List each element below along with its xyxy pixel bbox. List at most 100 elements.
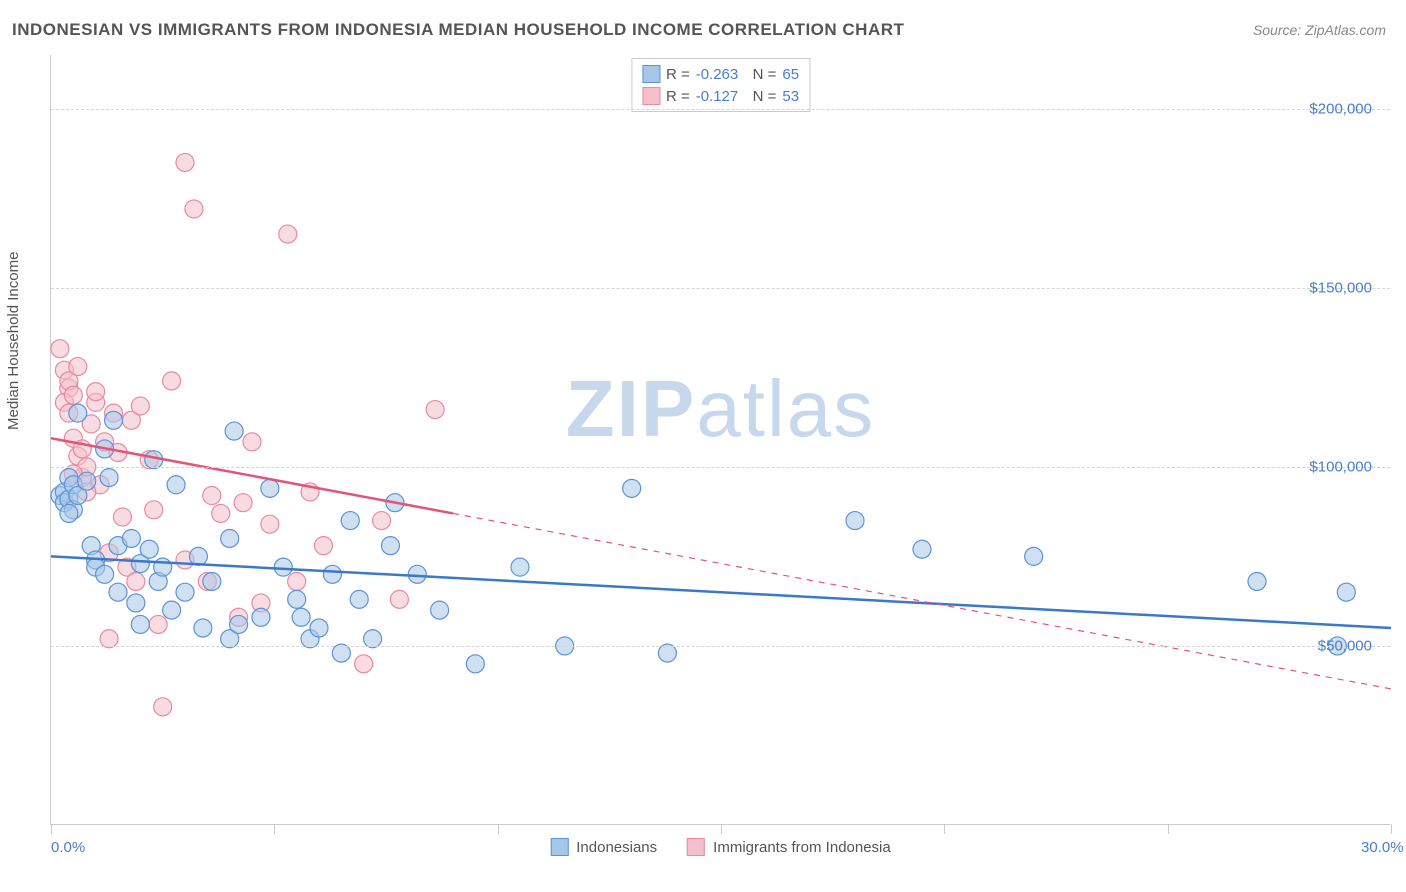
data-point [154, 698, 172, 716]
data-point [1337, 583, 1355, 601]
data-point [913, 540, 931, 558]
data-point [96, 565, 114, 583]
stat-label: R = [666, 88, 690, 105]
data-point [1025, 547, 1043, 565]
data-point [466, 655, 484, 673]
legend-series-item: Immigrants from Indonesia [687, 838, 891, 856]
x-tick [274, 824, 275, 834]
data-point [203, 487, 221, 505]
data-point [243, 433, 261, 451]
gridline [51, 467, 1390, 468]
chart-container: INDONESIAN VS IMMIGRANTS FROM INDONESIA … [0, 0, 1406, 892]
data-point [274, 558, 292, 576]
source-label: Source: ZipAtlas.com [1253, 22, 1386, 38]
data-point [140, 540, 158, 558]
data-point [314, 537, 332, 555]
data-point [623, 479, 641, 497]
data-point [279, 225, 297, 243]
data-point [60, 504, 78, 522]
data-point [381, 537, 399, 555]
data-point [87, 383, 105, 401]
data-point [288, 572, 306, 590]
x-tick-label: 0.0% [51, 839, 85, 856]
data-point [426, 401, 444, 419]
x-tick [1391, 824, 1392, 834]
y-tick-label: $50,000 [1318, 637, 1382, 654]
data-point [145, 501, 163, 519]
data-point [113, 508, 131, 526]
data-point [261, 479, 279, 497]
data-point [230, 615, 248, 633]
x-tick [51, 824, 52, 834]
data-point [341, 512, 359, 530]
legend-swatch [642, 65, 660, 83]
gridline [51, 109, 1390, 110]
data-point [212, 504, 230, 522]
data-point [194, 619, 212, 637]
legend-swatch [550, 838, 568, 856]
stat-label: N = [744, 88, 776, 105]
data-point [846, 512, 864, 530]
legend-series-label: Indonesians [576, 839, 657, 856]
data-point [355, 655, 373, 673]
x-tick [1168, 824, 1169, 834]
data-point [261, 515, 279, 533]
legend-correlation: R = -0.263 N = 65R = -0.127 N = 53 [631, 58, 810, 112]
data-point [373, 512, 391, 530]
legend-correlation-row: R = -0.127 N = 53 [642, 85, 799, 107]
data-point [176, 153, 194, 171]
stat-n-value: 53 [782, 88, 799, 105]
data-point [292, 608, 310, 626]
legend-series-label: Immigrants from Indonesia [713, 839, 891, 856]
stat-r-value: -0.263 [696, 66, 739, 83]
data-point [100, 469, 118, 487]
data-point [167, 476, 185, 494]
y-tick-label: $100,000 [1309, 458, 1382, 475]
data-point [234, 494, 252, 512]
data-point [176, 583, 194, 601]
legend-correlation-row: R = -0.263 N = 65 [642, 63, 799, 85]
gridline [51, 646, 1390, 647]
y-axis-label: Median Household Income [5, 252, 22, 430]
gridline [51, 288, 1390, 289]
data-point [225, 422, 243, 440]
data-point [288, 590, 306, 608]
stat-label: N = [744, 66, 776, 83]
data-point [69, 358, 87, 376]
stat-n-value: 65 [782, 66, 799, 83]
stat-label: R = [666, 66, 690, 83]
stat-r-value: -0.127 [696, 88, 739, 105]
y-tick-label: $200,000 [1309, 100, 1382, 117]
data-point [408, 565, 426, 583]
data-point [390, 590, 408, 608]
data-point [511, 558, 529, 576]
data-point [350, 590, 368, 608]
legend-swatch [642, 87, 660, 105]
legend-swatch [687, 838, 705, 856]
data-point [203, 572, 221, 590]
data-point [163, 601, 181, 619]
chart-title: INDONESIAN VS IMMIGRANTS FROM INDONESIA … [12, 20, 904, 40]
data-point [127, 572, 145, 590]
x-tick [498, 824, 499, 834]
x-tick [944, 824, 945, 834]
data-point [185, 200, 203, 218]
data-point [431, 601, 449, 619]
data-point [109, 583, 127, 601]
data-point [149, 615, 167, 633]
plot-area: ZIPatlas R = -0.263 N = 65R = -0.127 N =… [50, 55, 1390, 825]
data-point [122, 529, 140, 547]
data-point [78, 472, 96, 490]
data-point [127, 594, 145, 612]
data-point [131, 615, 149, 633]
data-point [323, 565, 341, 583]
data-point [1248, 572, 1266, 590]
legend-series-item: Indonesians [550, 838, 657, 856]
data-point [310, 619, 328, 637]
x-tick [721, 824, 722, 834]
data-point [51, 340, 69, 358]
data-point [252, 608, 270, 626]
data-point [64, 386, 82, 404]
data-point [105, 411, 123, 429]
data-point [221, 529, 239, 547]
